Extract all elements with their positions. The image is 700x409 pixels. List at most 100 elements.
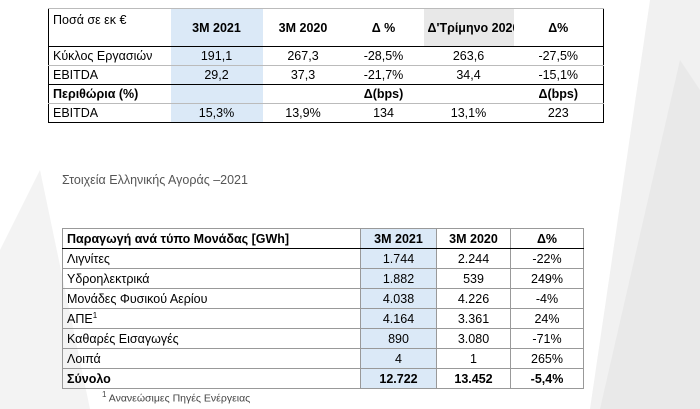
- cell-text: 1.882: [382, 271, 415, 286]
- table-row: EBITDA 15,3% 13,9% 134 13,1% 223: [48, 103, 604, 123]
- cell-text: -71%: [532, 331, 562, 346]
- cell-text: Λιγνίτες: [67, 251, 110, 266]
- cell: -15,1%: [513, 65, 604, 85]
- table-row: Παραγωγή ανά τύπο Μονάδας [GWh] 3M 2021 3M…: [62, 228, 584, 249]
- cell-text: 1.744: [382, 251, 415, 266]
- cell: Δ %: [343, 8, 424, 47]
- superscript: 1: [92, 310, 98, 320]
- cell: 24%: [510, 308, 584, 329]
- cell-text: 3M 2020: [449, 231, 498, 246]
- cell-text: 134: [373, 106, 394, 120]
- row-label: Υδροηλεκτρικά: [62, 268, 361, 289]
- cell-text: 13.452: [454, 371, 493, 386]
- cell-text: Μονάδες Φυσικού Αερίου: [67, 291, 208, 306]
- cell-text: 249%: [531, 271, 563, 286]
- row-label: Σύνολο: [62, 368, 361, 389]
- cell-text: Δ %: [371, 20, 396, 35]
- row-label: Λιγνίτες: [62, 248, 361, 269]
- cell-text: 263,6: [452, 49, 485, 63]
- row-label: Μονάδες Φυσικού Αερίου: [62, 288, 361, 309]
- cell: 4.164: [360, 308, 437, 329]
- footnote-marker: 1: [102, 390, 107, 399]
- cell: 13,9%: [262, 103, 344, 123]
- cell-text: 2.244: [457, 251, 490, 266]
- cell: 4: [360, 348, 437, 369]
- row-label: EBITDA: [48, 65, 171, 85]
- cell: -21,7%: [343, 65, 424, 85]
- footnote: 1 Ανανεώσιμες Πηγές Ενέργειας: [102, 390, 250, 405]
- cell-text: 24%: [534, 311, 560, 326]
- cell-text: -21,7%: [363, 68, 404, 82]
- cell-text: 4: [395, 351, 402, 366]
- cell-text: Περιθώρια (%): [53, 87, 139, 101]
- cell: 13.452: [436, 368, 511, 389]
- row-label: Κύκλος Εργασιών: [48, 46, 171, 66]
- cell: -4%: [510, 288, 584, 309]
- cell-text: 3M 2021: [374, 231, 423, 246]
- cell-text: 29,2: [204, 68, 229, 82]
- cell-text: -15,1%: [538, 68, 579, 82]
- cell: 3M 2021: [360, 228, 437, 249]
- footnote-text: Ανανεώσιμες Πηγές Ενέργειας: [108, 392, 251, 405]
- cell: 4.038: [360, 288, 437, 309]
- cell-text: 4.164: [382, 311, 415, 326]
- cell: 15,3%: [170, 103, 263, 123]
- cell-text: Δ(bps): [538, 87, 579, 101]
- cell: 3M 2020: [262, 8, 344, 47]
- cell: 3M 2020: [436, 228, 511, 249]
- cell-text: 539: [463, 271, 484, 286]
- table-row: EBITDA 29,2 37,3 -21,7% 34,4 -15,1%: [48, 65, 604, 85]
- table-row: Κύκλος Εργασιών 191,1 267,3 -28,5% 263,6 -27,…: [48, 46, 604, 66]
- cell-text: EBITDA: [53, 106, 99, 120]
- cell-text: -28,5%: [363, 49, 404, 63]
- cell-text: 15,3%: [198, 106, 235, 120]
- cell-text: -5,4%: [530, 371, 564, 386]
- table-row: Σύνολο 12.722 13.452 -5,4%: [62, 368, 584, 389]
- cell-text: Σύνολο: [67, 371, 111, 386]
- cell: -5,4%: [510, 368, 584, 389]
- cell: -71%: [510, 328, 584, 349]
- cell-text: ΑΠΕ: [67, 312, 93, 327]
- cell: Δ'Τρίμηνο 2020: [423, 8, 514, 47]
- cell: 1.882: [360, 268, 437, 289]
- cell: Δ%: [513, 8, 604, 47]
- cell: -28,5%: [343, 46, 424, 66]
- cell-text: 1: [470, 351, 477, 366]
- cell-text: Κύκλος Εργασιών: [53, 49, 153, 63]
- cell: 191,1: [170, 46, 263, 66]
- cell-text: 3.361: [457, 311, 490, 326]
- cell: -22%: [510, 248, 584, 269]
- cell-text: Ποσά σε εκ €: [53, 13, 127, 27]
- cell: 265%: [510, 348, 584, 369]
- cell-text: EBITDA: [53, 68, 99, 82]
- cell: [170, 84, 263, 104]
- row-label: Ποσά σε εκ €: [48, 8, 171, 47]
- cell: 1.744: [360, 248, 437, 269]
- cell-text: -22%: [532, 251, 562, 266]
- cell: 3.080: [436, 328, 511, 349]
- cell: 539: [436, 268, 511, 289]
- cell-text: 267,3: [287, 49, 319, 63]
- cell: 249%: [510, 268, 584, 289]
- cell: 13,1%: [423, 103, 514, 123]
- cell: [423, 84, 514, 104]
- row-label: EBITDA: [48, 103, 171, 123]
- cell: -27,5%: [513, 46, 604, 66]
- cell-text: 13,9%: [285, 106, 321, 120]
- cell-text: Υδροηλεκτρικά: [67, 271, 150, 286]
- cell: 267,3: [262, 46, 344, 66]
- cell: Δ(bps): [343, 84, 424, 104]
- cell-text: 3.080: [457, 331, 490, 346]
- cell: 12.722: [360, 368, 437, 389]
- cell: 2.244: [436, 248, 511, 269]
- cell-text: 3M 2021: [192, 20, 241, 35]
- cell: 890: [360, 328, 437, 349]
- cell-text: 4.038: [382, 291, 415, 306]
- row-label: Παραγωγή ανά τύπο Μονάδας [GWh]: [62, 228, 361, 249]
- cell-text: 223: [547, 106, 569, 120]
- cell-text: -4%: [535, 291, 559, 306]
- cell-text: Δ%: [536, 231, 558, 246]
- table-row: Καθαρές Εισαγωγές 890 3.080 -71%: [62, 328, 584, 349]
- cell: 1: [436, 348, 511, 369]
